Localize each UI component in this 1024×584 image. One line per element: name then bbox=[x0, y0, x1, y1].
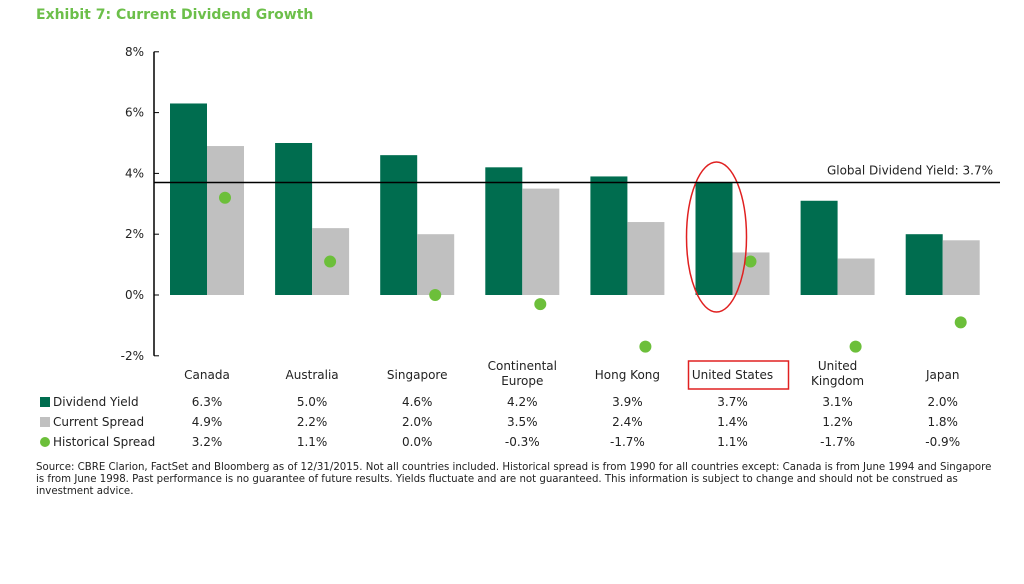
table-value: 1.8% bbox=[927, 415, 958, 429]
bar-current-spread bbox=[837, 258, 875, 295]
table-value: -1.7% bbox=[820, 435, 855, 449]
dot-historical-spread bbox=[534, 298, 547, 311]
legend-swatch bbox=[40, 397, 50, 407]
legend-swatch bbox=[40, 417, 50, 427]
chart: -2% 0% 2% 4% 6% 8% Canada 6.3% 4.9% 3.2% Australia… bbox=[40, 45, 1000, 449]
table-value: 0.0% bbox=[402, 435, 433, 449]
dot-historical-spread bbox=[849, 340, 862, 353]
table-value: 3.1% bbox=[822, 395, 853, 409]
y-tick-label: -2% bbox=[121, 349, 144, 363]
table-value: -1.7% bbox=[610, 435, 645, 449]
dot-historical-spread bbox=[219, 191, 231, 204]
y-tick-label: 6% bbox=[125, 106, 144, 120]
highlight-ellipse bbox=[685, 161, 748, 313]
table-value: 4.6% bbox=[402, 395, 433, 409]
table-value: -0.9% bbox=[925, 435, 960, 449]
bar-dividend-yield bbox=[695, 182, 733, 295]
table-value: 5.0% bbox=[297, 395, 328, 409]
table-value: 2.2% bbox=[297, 415, 328, 429]
bar-dividend-yield bbox=[275, 143, 313, 295]
table-value: 4.9% bbox=[192, 415, 223, 429]
category-label: United bbox=[818, 359, 857, 373]
legend-label: Historical Spread bbox=[53, 435, 155, 449]
legend-label: Dividend Yield bbox=[53, 395, 139, 409]
bar-current-spread bbox=[417, 234, 455, 295]
table-value: 2.4% bbox=[612, 415, 643, 429]
table-value: 3.9% bbox=[612, 395, 643, 409]
bar-current-spread bbox=[627, 222, 665, 295]
bar-current-spread bbox=[207, 146, 244, 295]
dot-historical-spread bbox=[954, 316, 967, 329]
table-value: -0.3% bbox=[505, 435, 540, 449]
chart-title: Exhibit 7: Current Dividend Growth bbox=[36, 7, 314, 23]
table-value: 2.0% bbox=[402, 415, 433, 429]
dot-historical-spread bbox=[429, 289, 442, 301]
table-value: 3.7% bbox=[717, 395, 748, 409]
table-value: 1.1% bbox=[717, 435, 748, 449]
category-label: Continental bbox=[488, 359, 557, 373]
category-label: Hong Kong bbox=[595, 368, 660, 382]
dot-historical-spread bbox=[744, 255, 757, 268]
category-label: Singapore bbox=[387, 368, 448, 382]
bar-dividend-yield bbox=[905, 234, 943, 295]
y-tick-label: 2% bbox=[125, 227, 144, 241]
bar-dividend-yield bbox=[485, 167, 523, 295]
table-value: 3.2% bbox=[192, 435, 223, 449]
category-label: Europe bbox=[501, 374, 543, 388]
legend-label: Current Spread bbox=[53, 415, 144, 429]
bar-dividend-yield bbox=[380, 155, 418, 295]
table-value: 1.1% bbox=[297, 435, 328, 449]
y-tick-label: 0% bbox=[125, 288, 144, 302]
bar-current-spread bbox=[522, 188, 560, 295]
legend-swatch bbox=[40, 437, 50, 447]
table-value: 6.3% bbox=[192, 395, 223, 409]
category-label: Australia bbox=[286, 368, 339, 382]
y-tick-label: 8% bbox=[125, 45, 144, 59]
highlight-box bbox=[687, 360, 790, 390]
category-label: Japan bbox=[925, 368, 959, 382]
y-tick-label: 4% bbox=[125, 166, 144, 180]
table-value: 3.5% bbox=[507, 415, 538, 429]
table-value: 4.2% bbox=[507, 395, 538, 409]
table-value: 1.2% bbox=[822, 415, 853, 429]
bar-dividend-yield bbox=[800, 200, 838, 295]
dot-historical-spread bbox=[639, 340, 652, 353]
table-value: 1.4% bbox=[717, 415, 748, 429]
bar-dividend-yield bbox=[590, 176, 628, 295]
bar-dividend-yield bbox=[170, 103, 207, 295]
category-label: United States bbox=[692, 368, 773, 382]
source-note: Source: CBRE Clarion, FactSet and Bloomb… bbox=[36, 462, 992, 497]
category-label: Kingdom bbox=[811, 374, 864, 388]
table-value: 2.0% bbox=[927, 395, 958, 409]
reference-line-label: Global Dividend Yield: 3.7% bbox=[827, 164, 993, 178]
bar-current-spread bbox=[942, 240, 980, 295]
category-label: Canada bbox=[184, 368, 230, 382]
dot-historical-spread bbox=[324, 255, 337, 268]
